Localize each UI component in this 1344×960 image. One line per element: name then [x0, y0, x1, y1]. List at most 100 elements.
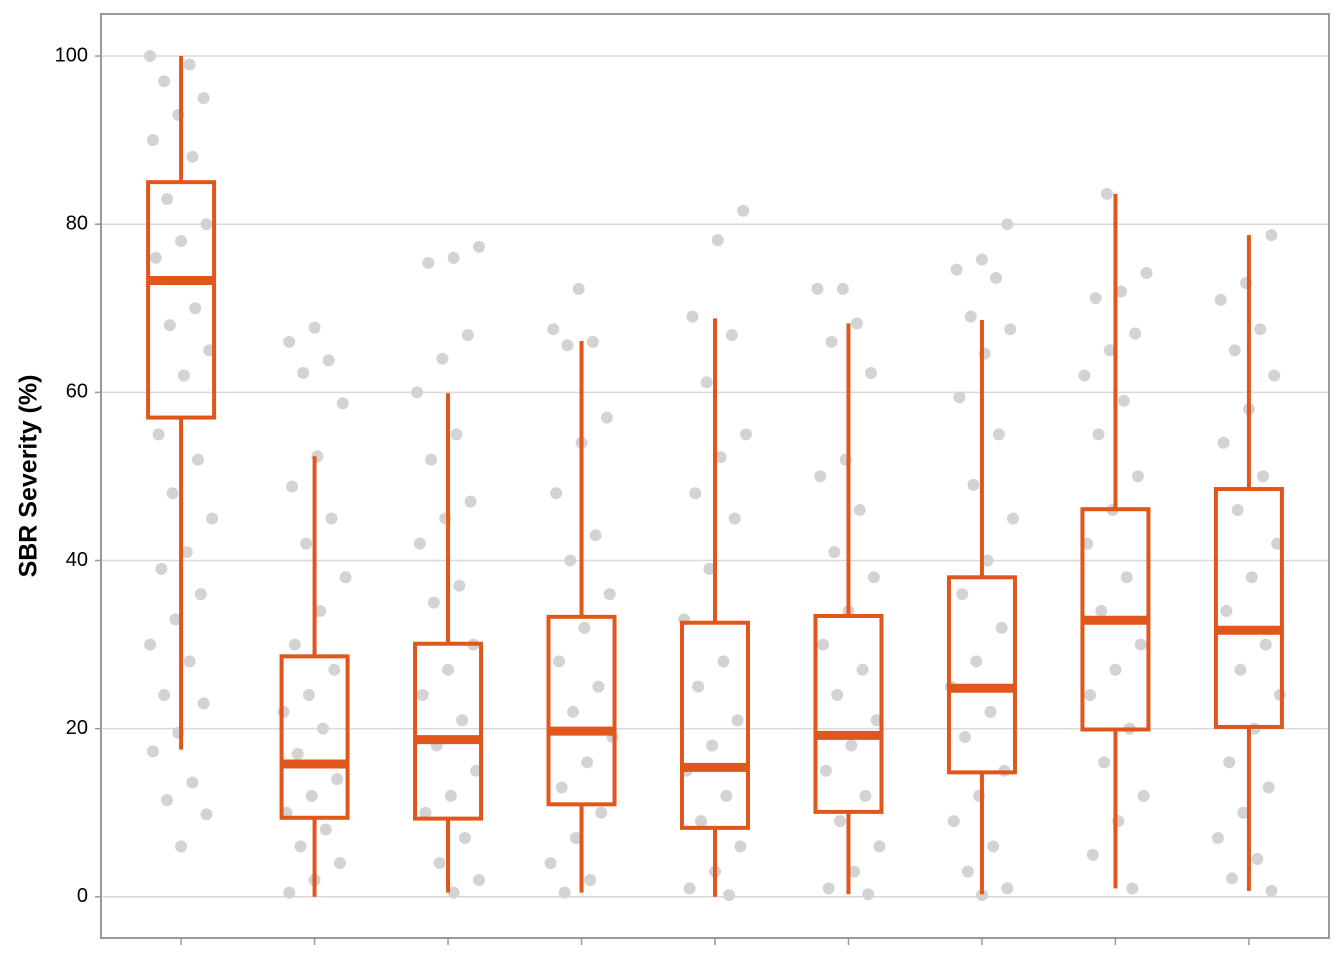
data-point [447, 251, 460, 264]
data-point [169, 613, 182, 626]
data-point [189, 302, 202, 315]
data-point [970, 655, 983, 668]
data-point [586, 335, 599, 348]
data-point [725, 329, 738, 342]
data-point [297, 367, 310, 380]
data-point [152, 428, 165, 441]
data-point [319, 823, 332, 836]
data-point [1001, 218, 1014, 231]
data-point [1265, 229, 1278, 242]
box [413, 641, 484, 821]
data-point [1084, 689, 1097, 702]
data-point [456, 714, 469, 727]
data-point [1092, 428, 1105, 441]
data-point [583, 873, 596, 886]
data-point [947, 815, 960, 828]
data-point [411, 386, 424, 399]
data-point [834, 815, 847, 828]
data-point [314, 604, 327, 617]
data-point [183, 655, 196, 668]
data-point [186, 150, 199, 163]
data-point [160, 794, 173, 807]
y-tick-label: 20 [66, 717, 88, 739]
data-point [992, 428, 1005, 441]
data-point [450, 428, 463, 441]
data-point [811, 282, 824, 295]
data-point [831, 689, 844, 702]
data-point [294, 840, 307, 853]
data-point [595, 806, 608, 819]
data-point [700, 376, 713, 389]
data-point [1120, 571, 1133, 584]
data-point [1220, 604, 1233, 617]
data-point [175, 235, 188, 248]
data-point [158, 689, 171, 702]
data-point [163, 319, 176, 332]
data-point [1131, 470, 1144, 483]
data-point [547, 323, 560, 336]
data-point [728, 512, 741, 525]
data-point [848, 865, 861, 878]
data-point [1237, 806, 1250, 819]
data-point [317, 722, 330, 735]
data-point [552, 655, 565, 668]
data-point [1268, 369, 1281, 382]
data-point [191, 453, 204, 466]
data-point [964, 310, 977, 323]
data-point [447, 886, 460, 899]
data-point [144, 50, 157, 63]
data-point [720, 789, 733, 802]
data-point [967, 478, 980, 491]
box [279, 654, 350, 820]
data-point [1265, 884, 1278, 897]
data-point [1234, 663, 1247, 676]
data-point [177, 369, 190, 382]
data-point [416, 689, 429, 702]
data-point [862, 888, 875, 901]
data-point [1095, 604, 1108, 617]
data-point [990, 272, 1003, 284]
data-point [689, 487, 702, 500]
data-point [200, 218, 213, 231]
data-point [819, 764, 832, 777]
data-point [981, 554, 994, 567]
data-point [561, 339, 574, 352]
data-point [1217, 436, 1230, 449]
data-point [453, 579, 466, 592]
data-point [1259, 638, 1272, 651]
data-point [592, 680, 605, 693]
data-point [433, 857, 446, 870]
data-point [194, 588, 207, 601]
data-point [183, 58, 196, 71]
data-point [853, 504, 866, 517]
data-point [160, 192, 173, 205]
data-point [723, 889, 736, 902]
data-point [442, 663, 455, 676]
data-point [331, 773, 344, 786]
data-point [814, 470, 827, 483]
data-point [603, 588, 616, 601]
data-point [1228, 344, 1241, 357]
data-point [717, 655, 730, 668]
box [1213, 487, 1284, 729]
data-point [291, 747, 304, 760]
data-point [600, 411, 613, 424]
data-point [1251, 852, 1264, 865]
data-point [158, 75, 171, 88]
data-point [975, 889, 988, 902]
data-point [155, 562, 168, 575]
data-point [186, 776, 199, 789]
box [813, 613, 884, 814]
data-point [1140, 266, 1153, 279]
data-point [1129, 327, 1142, 340]
data-point [1262, 781, 1275, 794]
data-point [444, 789, 457, 802]
data-point [419, 806, 432, 819]
data-point [1211, 831, 1224, 844]
data-point [1109, 663, 1122, 676]
data-point [692, 680, 705, 693]
data-point [200, 808, 213, 821]
data-point [288, 638, 301, 651]
data-point [146, 745, 159, 758]
